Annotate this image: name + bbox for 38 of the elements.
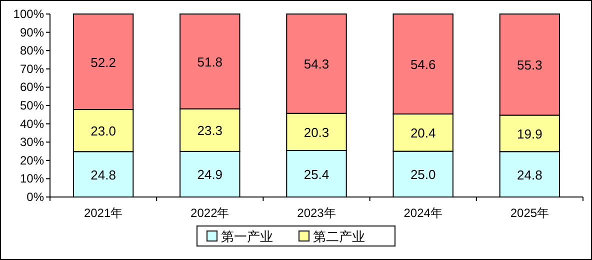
x-tick-label: 2023年: [297, 206, 336, 220]
data-label: 25.0: [410, 167, 436, 182]
y-tick-label: 30%: [20, 135, 44, 150]
data-label: 52.2: [90, 54, 116, 70]
legend-label: 第一产业: [221, 229, 273, 244]
data-label: 20.4: [410, 126, 436, 141]
y-tick-label: 90%: [20, 25, 44, 40]
x-tick-label: 2024年: [404, 206, 442, 220]
data-label: 23.0: [90, 124, 116, 139]
data-label: 20.3: [304, 124, 330, 140]
data-label: 54.3: [304, 56, 330, 72]
y-tick-label: 100%: [13, 7, 44, 21]
bar: [180, 14, 240, 110]
x-tick-label: 2022年: [190, 206, 230, 220]
data-label: 55.3: [517, 58, 542, 73]
data-label: 19.9: [517, 126, 542, 142]
data-label: 51.8: [197, 54, 223, 70]
bar: [286, 14, 347, 114]
bar: [499, 14, 560, 116]
data-label: 23.3: [197, 123, 223, 138]
y-tick-label: 0%: [26, 190, 44, 204]
y-tick-label: 50%: [20, 98, 44, 112]
bar: [392, 14, 454, 114]
data-label: 24.8: [517, 167, 542, 182]
x-tick-label: 2021年: [84, 206, 123, 220]
data-label: 54.6: [410, 56, 436, 72]
y-tick-label: 70%: [20, 62, 44, 76]
y-tick-label: 10%: [20, 172, 44, 186]
x-tick-label: 2025年: [510, 206, 550, 220]
data-label: 25.4: [304, 166, 330, 182]
y-tick-label: 60%: [20, 80, 44, 94]
legend-label: 第二产业: [313, 229, 365, 244]
y-tick-label: 80%: [20, 44, 44, 58]
y-tick-label: 40%: [20, 116, 44, 131]
data-label: 24.8: [90, 167, 116, 182]
y-tick-label: 20%: [20, 153, 44, 168]
bar: [72, 14, 134, 110]
data-label: 24.9: [197, 167, 223, 182]
